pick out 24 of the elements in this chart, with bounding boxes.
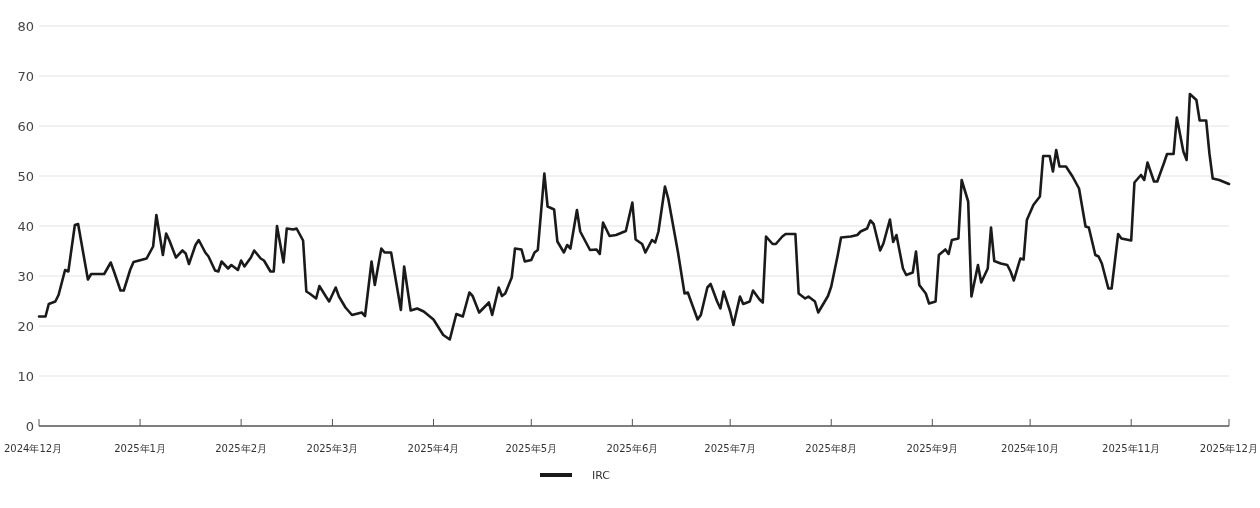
x-tick-label: 2025年10月 [1001, 443, 1060, 454]
x-tick-label: 2025年6月 [606, 443, 659, 454]
x-tick-label: 2025年1月 [114, 443, 166, 454]
y-tick-label: 0 [25, 419, 34, 434]
x-tick-label: 2025年5月 [505, 443, 558, 454]
x-tick-label: 2025年7月 [704, 443, 757, 454]
y-tick-label: 80 [17, 19, 34, 34]
x-tick-label: 2024年12月 [4, 443, 63, 454]
x-tick-label: 2025年12月 [1199, 443, 1258, 454]
y-tick-label: 40 [17, 219, 34, 234]
y-tick-label: 10 [17, 369, 34, 384]
x-tick-label: 2025年11月 [1102, 443, 1161, 454]
x-tick-label: 2025年8月 [805, 443, 858, 454]
x-tick-label: 2025年3月 [306, 443, 359, 454]
y-tick-label: 30 [17, 269, 34, 284]
x-tick-label: 2025年2月 [215, 443, 268, 454]
x-tick-label: 2025年4月 [407, 443, 460, 454]
y-tick-label: 70 [17, 69, 34, 84]
y-tick-label: 60 [17, 119, 34, 134]
x-tick-label: 2025年9月 [906, 443, 959, 454]
legend-label: IRC [592, 469, 611, 482]
legend: IRC [540, 469, 611, 482]
y-tick-label: 20 [17, 319, 34, 334]
y-tick-label: 50 [17, 169, 34, 184]
